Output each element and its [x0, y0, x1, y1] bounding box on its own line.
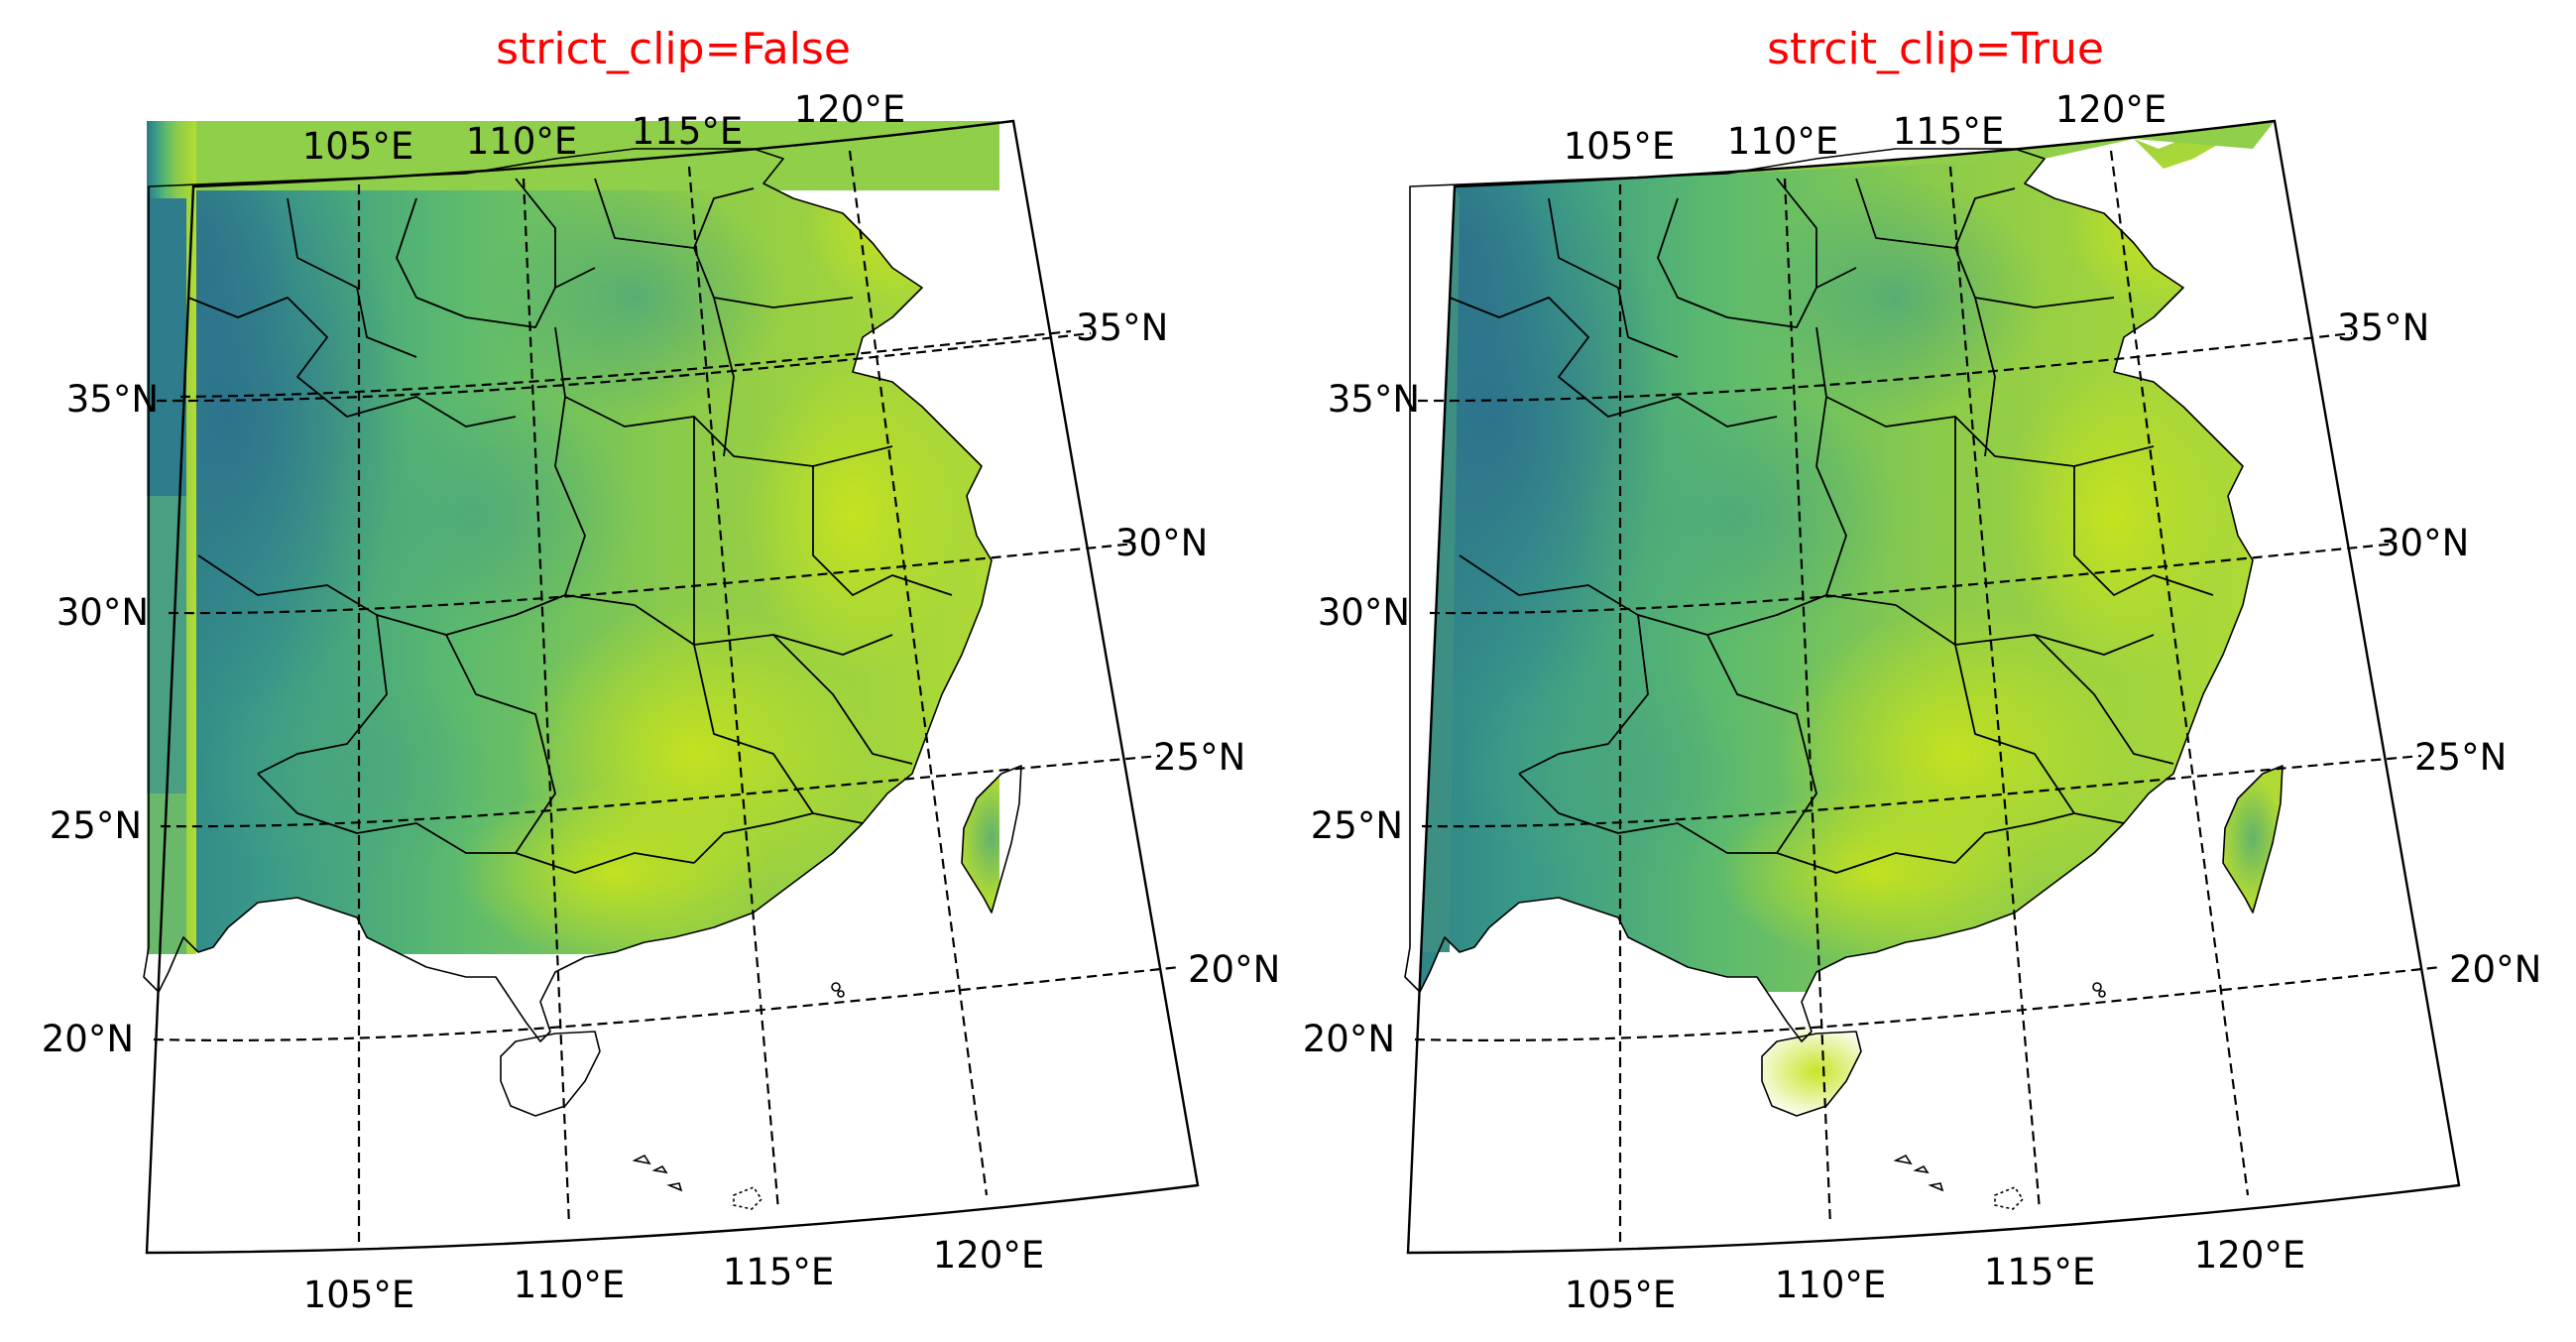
- lon-label: 105°E: [1564, 125, 1676, 168]
- lat-label: 30°N: [1318, 591, 1410, 634]
- lon-label: 115°E: [723, 1251, 835, 1293]
- lat-label: 35°N: [1076, 306, 1168, 349]
- lat-label: 35°N: [66, 378, 159, 421]
- panel-title-right: strcit_clip=True: [1767, 24, 2104, 74]
- raster-field-left: [147, 121, 999, 954]
- lon-label: 115°E: [632, 110, 744, 153]
- lat-label: 35°N: [2337, 306, 2429, 349]
- lon-label: 120°E: [933, 1234, 1045, 1277]
- lon-labels-bottom-left: 105°E 110°E 115°E 120°E: [303, 1234, 1045, 1316]
- lon-labels-top-left: 105°E 110°E 115°E 120°E: [302, 88, 906, 168]
- lon-label: 110°E: [466, 120, 578, 163]
- lat-labels-left-right: 35°N 30°N 25°N 20°N: [1303, 378, 1420, 1060]
- lon-label: 105°E: [302, 125, 414, 168]
- lon-label: 120°E: [2194, 1234, 2306, 1277]
- map-frame-right: [1406, 119, 2461, 1255]
- lat-labels-left-left: 35°N 30°N 25°N 20°N: [42, 378, 159, 1060]
- lat-label: 25°N: [1153, 736, 1245, 779]
- lon-label: 115°E: [1893, 110, 2005, 153]
- lon-label: 105°E: [1565, 1274, 1677, 1316]
- map-panel-right: strcit_clip=True: [1303, 24, 2542, 1316]
- lat-label: 20°N: [1188, 948, 1280, 991]
- gridlines-left: [153, 150, 1181, 1245]
- lat-label: 20°N: [42, 1018, 134, 1060]
- lon-labels-bottom-right: 105°E 110°E 115°E 120°E: [1565, 1234, 2306, 1316]
- lat-label: 25°N: [2414, 736, 2507, 779]
- lat-label: 20°N: [2449, 948, 2541, 991]
- lat-label: 30°N: [2377, 522, 2469, 564]
- lat-label: 20°N: [1303, 1018, 1395, 1060]
- lon-label: 110°E: [1727, 120, 1839, 163]
- lat-label: 30°N: [57, 591, 149, 634]
- lat-label: 30°N: [1115, 522, 1208, 564]
- lon-label: 110°E: [1775, 1264, 1887, 1306]
- lat-label: 35°N: [1328, 378, 1420, 421]
- panel-title-left: strict_clip=False: [496, 24, 851, 74]
- lat-label: 25°N: [50, 804, 142, 847]
- islands-right: [1893, 982, 2106, 1210]
- lon-label: 105°E: [303, 1274, 415, 1316]
- lon-label: 120°E: [2055, 88, 2167, 131]
- hainan-outline-left: [500, 1031, 601, 1117]
- lon-label: 120°E: [794, 88, 906, 131]
- islands-left: [632, 982, 845, 1210]
- map-panel-left: strict_clip=False: [42, 24, 1281, 1316]
- lat-label: 25°N: [1311, 804, 1403, 847]
- gridlines-right: [1414, 150, 2442, 1245]
- lon-label: 115°E: [1984, 1251, 2096, 1293]
- lon-label: 110°E: [514, 1264, 626, 1306]
- lat-labels-right-right: 35°N 30°N 25°N 20°N: [2337, 306, 2541, 991]
- lat-labels-right-left: 35°N 30°N 25°N 20°N: [1076, 306, 1280, 991]
- map-frame-left: [145, 119, 1200, 1255]
- raster-field-right: [1408, 121, 2283, 1116]
- lon-labels-top-right: 105°E 110°E 115°E 120°E: [1564, 88, 2167, 168]
